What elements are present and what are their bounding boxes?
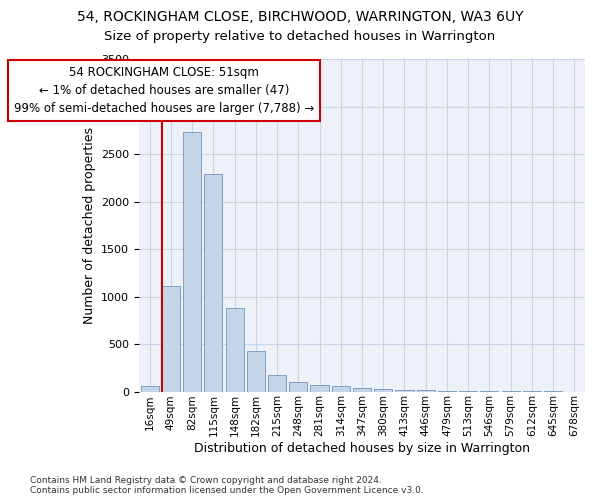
Bar bbox=[205, 174, 223, 392]
Bar bbox=[140, 386, 158, 392]
Bar bbox=[395, 390, 413, 392]
Text: Size of property relative to detached houses in Warrington: Size of property relative to detached ho… bbox=[104, 30, 496, 43]
Bar bbox=[162, 286, 180, 392]
Bar bbox=[247, 350, 265, 392]
Bar bbox=[268, 376, 286, 392]
Text: Contains HM Land Registry data © Crown copyright and database right 2024.
Contai: Contains HM Land Registry data © Crown c… bbox=[30, 476, 424, 495]
X-axis label: Distribution of detached houses by size in Warrington: Distribution of detached houses by size … bbox=[194, 442, 530, 455]
Bar bbox=[374, 388, 392, 392]
Bar bbox=[289, 382, 307, 392]
Text: 54, ROCKINGHAM CLOSE, BIRCHWOOD, WARRINGTON, WA3 6UY: 54, ROCKINGHAM CLOSE, BIRCHWOOD, WARRING… bbox=[77, 10, 523, 24]
Bar bbox=[183, 132, 201, 392]
Bar bbox=[353, 388, 371, 392]
Bar bbox=[226, 308, 244, 392]
Bar bbox=[416, 390, 435, 392]
Y-axis label: Number of detached properties: Number of detached properties bbox=[83, 127, 95, 324]
Bar bbox=[310, 386, 329, 392]
Bar bbox=[438, 391, 456, 392]
Text: 54 ROCKINGHAM CLOSE: 51sqm
← 1% of detached houses are smaller (47)
99% of semi-: 54 ROCKINGHAM CLOSE: 51sqm ← 1% of detac… bbox=[14, 66, 314, 114]
Bar bbox=[332, 386, 350, 392]
